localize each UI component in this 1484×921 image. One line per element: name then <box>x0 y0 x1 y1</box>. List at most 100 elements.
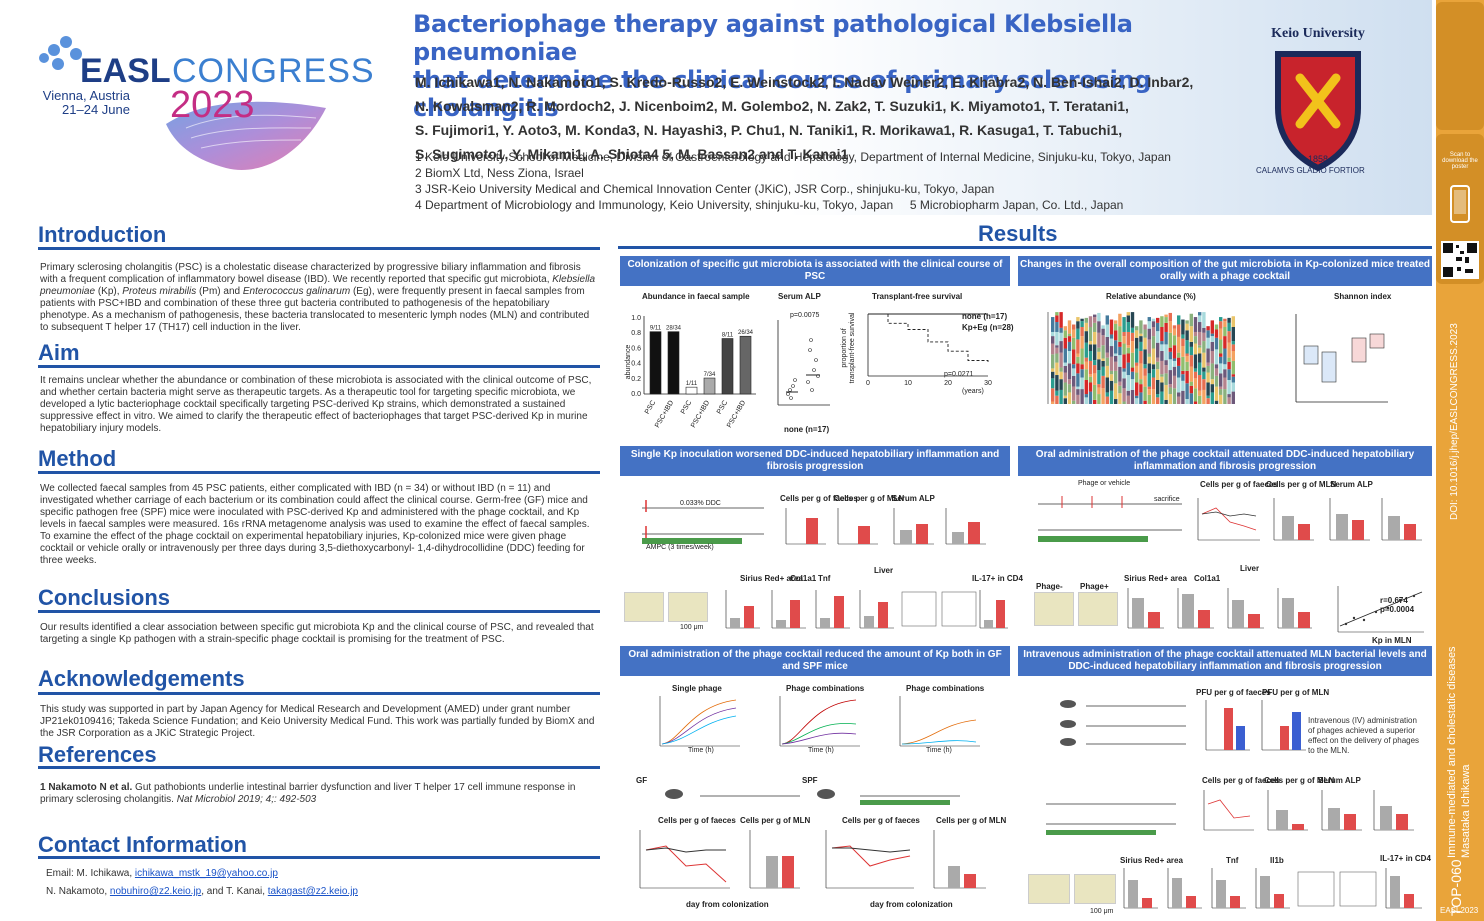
stack-segment <box>1122 331 1126 337</box>
cells-faeces-title-5: Cells per g of faeces <box>1202 776 1280 785</box>
stack-segment <box>1151 336 1156 349</box>
stack-segment <box>1072 349 1076 365</box>
stack-segment <box>1055 390 1059 396</box>
stack-segment <box>1156 394 1160 398</box>
stack-segment <box>1206 326 1210 331</box>
stack-segment <box>1219 356 1223 364</box>
spf-label: SPF <box>802 776 818 785</box>
stack-segment <box>1051 401 1055 404</box>
histology-image <box>624 592 664 622</box>
stack-segment <box>1156 331 1160 343</box>
stack-segment <box>1219 389 1223 395</box>
stack-segment <box>1177 357 1181 366</box>
sidebar-sponsor-box <box>1436 2 1484 130</box>
conclusions-rule <box>38 610 600 613</box>
stack-segment <box>1072 400 1076 404</box>
stack-segment <box>1101 335 1105 346</box>
stack-segment <box>1214 368 1219 376</box>
stack-segment <box>1105 365 1109 378</box>
qr-code-icon[interactable] <box>1441 241 1479 279</box>
stack-segment <box>1160 376 1164 383</box>
panel-header-single-kp: Single Kp inoculation worsened DDC-induc… <box>620 446 1010 476</box>
stack-segment <box>1177 377 1181 393</box>
y-tick-label: 1.0 <box>631 315 641 322</box>
stack-segment <box>1051 331 1055 337</box>
stack-segment <box>1051 368 1055 372</box>
acknowledgements-heading: Acknowledgements <box>38 666 245 691</box>
stack-segment <box>1185 323 1189 331</box>
stack-segment <box>1231 326 1235 342</box>
stack-segment <box>1093 322 1097 332</box>
stack-segment <box>1164 365 1168 374</box>
stack-segment <box>1160 344 1164 352</box>
stack-segment <box>1189 313 1193 327</box>
stack-segment <box>1084 317 1088 323</box>
email-link-nakamoto[interactable]: nobuhiro@z2.keio.jp <box>109 886 202 897</box>
stack-segment <box>1143 368 1147 376</box>
stack-segment <box>1160 360 1164 375</box>
serum-alp-title-2: Serum ALP <box>892 494 935 503</box>
stack-segment <box>1101 388 1105 404</box>
stack-segment <box>1185 361 1189 371</box>
ref-title: Gut pathobionts underlie intestinal barr… <box>40 782 576 805</box>
stack-segment <box>1051 388 1055 402</box>
stack-segment <box>1126 322 1130 332</box>
stack-segment <box>1055 347 1059 354</box>
congress-city: Vienna, Austria <box>42 88 130 103</box>
phage-minus-label: Phage- <box>1036 582 1063 591</box>
stack-segment <box>1135 372 1139 383</box>
contact-line-2: N. Nakamoto, nobuhiro@z2.keio.jp, and T.… <box>46 886 358 897</box>
histology-image <box>1078 592 1118 626</box>
stack-segment <box>1055 312 1059 316</box>
bar <box>667 331 680 395</box>
series-line <box>868 313 989 364</box>
affiliation-3: 3 JSR-Keio University Medical and Chemic… <box>415 182 995 196</box>
stack-segment <box>1055 395 1059 404</box>
stack-segment <box>1156 317 1160 323</box>
stack-segment <box>1177 324 1181 337</box>
stack-segment <box>1214 364 1219 369</box>
stack-segment <box>1223 348 1227 365</box>
stack-segment <box>1080 364 1084 370</box>
references-rule <box>38 766 600 769</box>
stack-segment <box>1214 324 1219 330</box>
stack-segment <box>1080 326 1084 337</box>
stack-segment <box>1088 351 1093 361</box>
keio-year: 1858 <box>1308 154 1329 164</box>
stack-segment <box>1219 373 1223 387</box>
stack-segment <box>1160 374 1164 377</box>
stack-segment <box>1067 392 1072 404</box>
stack-segment <box>1076 328 1080 340</box>
stack-segment <box>1219 363 1223 374</box>
stack-segment <box>1151 348 1156 365</box>
stack-segment <box>1168 332 1172 348</box>
email-link-ichikawa[interactable]: ichikawa_mstk_19@yahoo.co.jp <box>134 868 278 879</box>
stack-segment <box>1210 363 1214 380</box>
method-rule <box>38 471 600 474</box>
stack-segment <box>1105 315 1109 325</box>
stack-segment <box>1076 321 1080 329</box>
stack-segment <box>1097 351 1101 360</box>
alp-group-none: none (n=17) <box>784 425 830 434</box>
stack-segment <box>1126 375 1130 391</box>
stack-segment <box>1072 386 1076 401</box>
stack-segment <box>1193 401 1198 404</box>
stack-segment <box>1156 357 1160 362</box>
stack-segment <box>1105 324 1109 337</box>
stack-segment <box>1093 331 1097 345</box>
stack-segment <box>1193 317 1198 332</box>
email-link-kanai[interactable]: takagast@z2.keio.jp <box>267 886 358 897</box>
ampc-label: AMPC (3 times/week) <box>646 544 714 551</box>
stack-segment <box>1147 389 1151 395</box>
stack-segment <box>1139 379 1143 385</box>
stack-segment <box>1126 315 1130 323</box>
stack-segment <box>1067 379 1072 385</box>
cells-mln-title: Cells per g of MLN <box>834 494 905 503</box>
y-axis-label: abundance <box>625 345 632 380</box>
transplant-title: Transplant-free survival <box>872 292 963 301</box>
y-tick-label: 0.4 <box>631 361 641 368</box>
sidebar: Scan to download the poster DOI: 10.1016… <box>1436 0 1484 921</box>
stack-segment <box>1093 314 1097 318</box>
oral-phage-charts <box>1197 498 1422 541</box>
stack-segment <box>1067 320 1072 334</box>
